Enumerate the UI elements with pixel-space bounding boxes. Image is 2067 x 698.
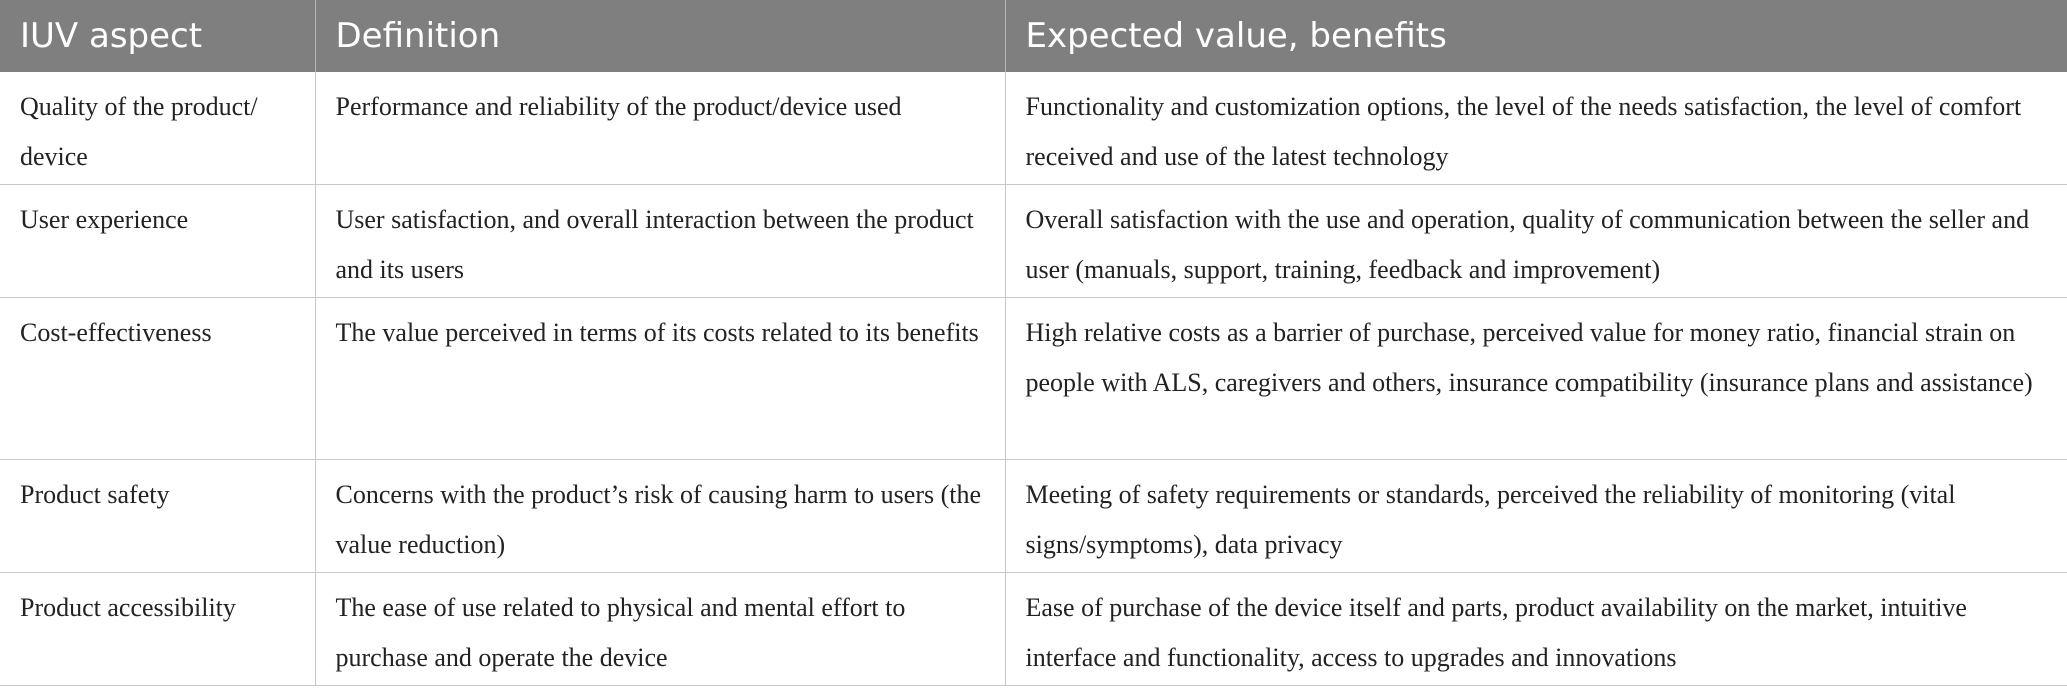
table-row: Cost-effectiveness The value perceived i… bbox=[0, 297, 2067, 460]
cell-benefits: Meeting of safety requirements or standa… bbox=[1005, 459, 2067, 573]
table-row: Quality of the product/ device Performan… bbox=[0, 72, 2067, 185]
cell-definition: Concerns with the product’s risk of caus… bbox=[315, 459, 1006, 573]
table-body: Quality of the product/ device Performan… bbox=[0, 72, 2067, 686]
cell-aspect: Cost-effectiveness bbox=[0, 297, 316, 460]
cell-benefits: Overall satisfaction with the use and op… bbox=[1005, 184, 2067, 298]
cell-aspect: User experience bbox=[0, 184, 316, 298]
cell-definition: The value perceived in terms of its cost… bbox=[315, 297, 1006, 460]
table-header: IUV aspect Definition Expected value, be… bbox=[0, 0, 2067, 72]
cell-definition: Performance and reliability of the produ… bbox=[315, 72, 1006, 185]
table-row: User experience User satisfaction, and o… bbox=[0, 184, 2067, 298]
header-expected-value: Expected value, benefits bbox=[1005, 0, 2067, 72]
cell-benefits: Ease of purchase of the device itself an… bbox=[1005, 572, 2067, 686]
table-row: Product safety Concerns with the product… bbox=[0, 459, 2067, 573]
header-row: IUV aspect Definition Expected value, be… bbox=[0, 0, 2067, 72]
cell-benefits: High relative costs as a barrier of purc… bbox=[1005, 297, 2067, 460]
cell-definition: User satisfaction, and overall interacti… bbox=[315, 184, 1006, 298]
cell-benefits: Functionality and customization options,… bbox=[1005, 72, 2067, 185]
cell-aspect: Product safety bbox=[0, 459, 316, 573]
cell-definition: The ease of use related to physical and … bbox=[315, 572, 1006, 686]
cell-aspect: Quality of the product/ device bbox=[0, 72, 316, 185]
cell-aspect: Product accessibility bbox=[0, 572, 316, 686]
table-row: Product accessibility The ease of use re… bbox=[0, 572, 2067, 686]
header-iuv-aspect: IUV aspect bbox=[0, 0, 316, 72]
header-definition: Definition bbox=[315, 0, 1006, 72]
